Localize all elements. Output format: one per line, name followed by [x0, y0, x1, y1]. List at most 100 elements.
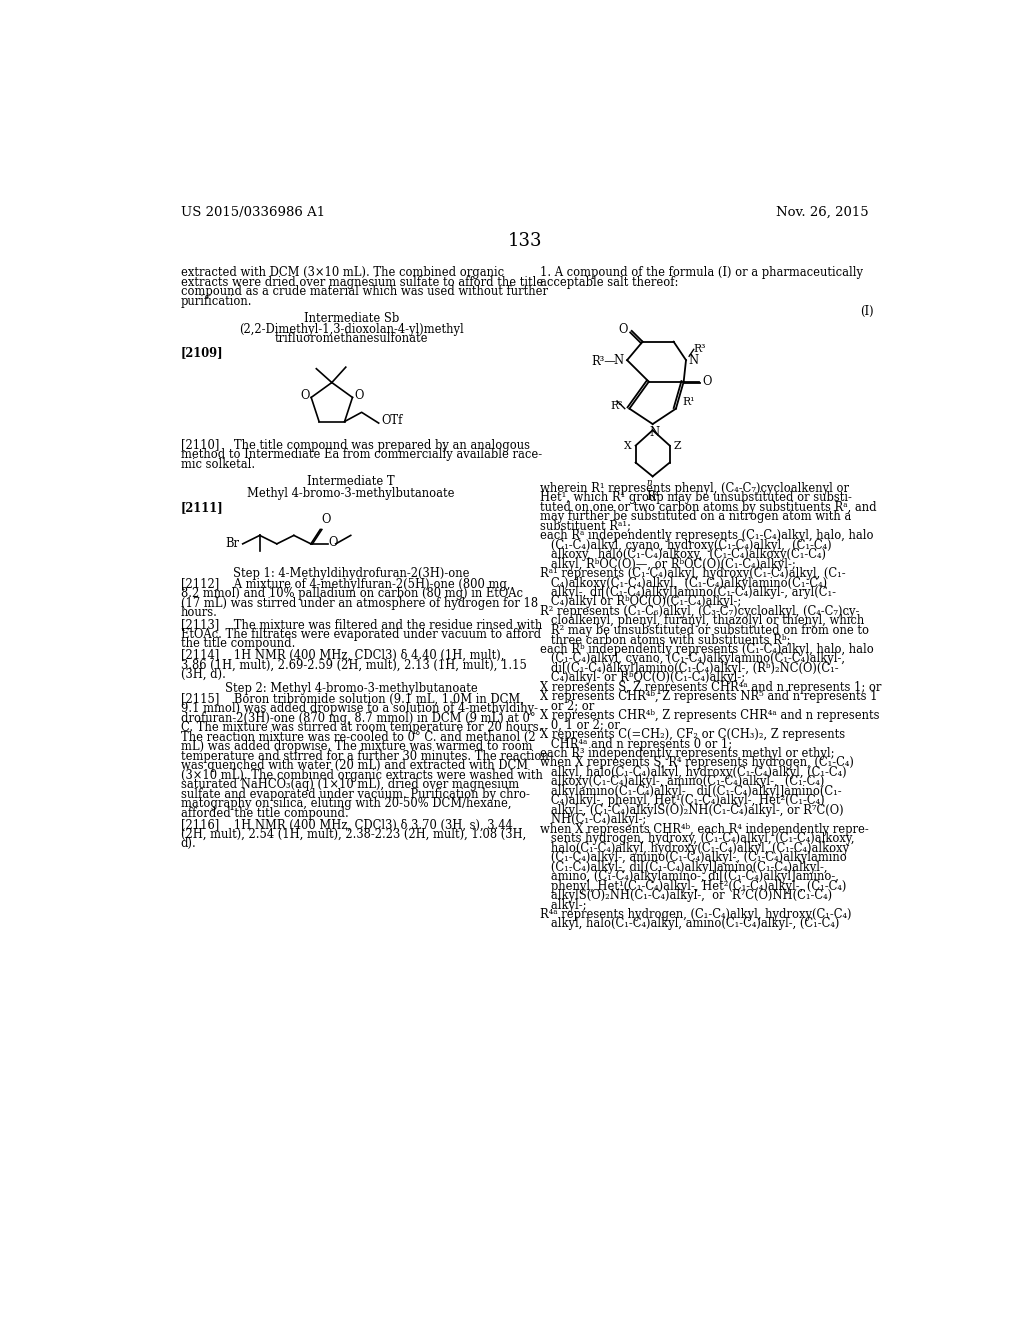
Text: (C₁-C₄)alkyl-, di[(C₁-C₄)alkyl]amino(C₁-C₄)alkyl-,: (C₁-C₄)alkyl-, di[(C₁-C₄)alkyl]amino(C₁-… [541, 861, 827, 874]
Text: each R³ independently represents methyl or ethyl;: each R³ independently represents methyl … [541, 747, 835, 760]
Text: when X represents CHR⁴ᵇ, each R⁴ independently repre-: when X represents CHR⁴ᵇ, each R⁴ indepen… [541, 822, 869, 836]
Text: The reaction mixture was re-cooled to 0° C. and methanol (2: The reaction mixture was re-cooled to 0°… [180, 731, 536, 743]
Text: US 2015/0336986 A1: US 2015/0336986 A1 [180, 206, 325, 219]
Text: 133: 133 [508, 231, 542, 249]
Text: sulfate and evaporated under vacuum. Purification by chro-: sulfate and evaporated under vacuum. Pur… [180, 788, 529, 801]
Text: each Rᵇ independently represents (C₁-C₄)alkyl, halo, halo: each Rᵇ independently represents (C₁-C₄)… [541, 643, 874, 656]
Text: three carbon atoms with substituents Rᵇ;: three carbon atoms with substituents Rᵇ; [541, 634, 791, 647]
Text: alkoxy,  halo(C₁-C₄)alkoxy,  (C₁-C₄)alkoxy(C₁-C₄): alkoxy, halo(C₁-C₄)alkoxy, (C₁-C₄)alkoxy… [541, 548, 826, 561]
Text: C₄)alkyl- or RᵇOC(O)(C₁-C₄)alkyl-;: C₄)alkyl- or RᵇOC(O)(C₁-C₄)alkyl-; [541, 671, 745, 684]
Text: trifluoromethanesulfonate: trifluoromethanesulfonate [274, 333, 428, 346]
Text: [2116]    1H NMR (400 MHz, CDCl3) δ 3.70 (3H, s), 3.44: [2116] 1H NMR (400 MHz, CDCl3) δ 3.70 (3… [180, 818, 512, 832]
Text: Het¹, which R¹ group may be unsubstituted or substi-: Het¹, which R¹ group may be unsubstitute… [541, 491, 852, 504]
Text: d).: d). [180, 837, 197, 850]
Text: 3.86 (1H, mult), 2.69-2.59 (2H, mult), 2.13 (1H, mult), 1.15: 3.86 (1H, mult), 2.69-2.59 (2H, mult), 2… [180, 659, 526, 672]
Text: n: n [646, 478, 651, 487]
Text: alkylS(O)₂NH(C₁-C₄)alkyl-,  or  R⁷C(O)NH(C₁-C₄): alkylS(O)₂NH(C₁-C₄)alkyl-, or R⁷C(O)NH(C… [541, 890, 833, 902]
Text: matography on silica, eluting with 20-50% DCM/hexane,: matography on silica, eluting with 20-50… [180, 797, 511, 810]
Text: (3H, d).: (3H, d). [180, 668, 225, 681]
Text: CHR⁴ᵃ and n represents 0 or 1;: CHR⁴ᵃ and n represents 0 or 1; [541, 738, 732, 751]
Text: when X represents S, R⁴ represents hydrogen, (C₁-C₄): when X represents S, R⁴ represents hydro… [541, 756, 854, 770]
Text: (C₁-C₄)alkyl, cyano, (C₁-C₄)alkylamino(C₁-C₄)alkyl-,: (C₁-C₄)alkyl, cyano, (C₁-C₄)alkylamino(C… [541, 652, 845, 665]
Text: alkoxy(C₁-C₄)alkyl-, amino(C₁-C₄)alkyl-,  (C₁-C₄): alkoxy(C₁-C₄)alkyl-, amino(C₁-C₄)alkyl-,… [541, 775, 824, 788]
Text: alkylamino(C₁-C₄)alkyl-,  di[(C₁-C₄)alkyl]amino(C₁-: alkylamino(C₁-C₄)alkyl-, di[(C₁-C₄)alkyl… [541, 785, 842, 797]
Text: alkyl, RᵇOC(O)—, or RᵇOC(O)(C₁-C₄)alkyl-;: alkyl, RᵇOC(O)—, or RᵇOC(O)(C₁-C₄)alkyl-… [541, 557, 796, 570]
Text: (C₁-C₄)alkyl, cyano, hydroxy(C₁-C₄)alkyl,  (C₁-C₄): (C₁-C₄)alkyl, cyano, hydroxy(C₁-C₄)alkyl… [541, 539, 831, 552]
Text: C₄)alkyl or RᵇOC(O)(C₁-C₄)alkyl-;: C₄)alkyl or RᵇOC(O)(C₁-C₄)alkyl-; [541, 595, 741, 609]
Text: Intermediate T: Intermediate T [307, 475, 395, 488]
Text: di[(C₁-C₄)alkyl]amino(C₁-C₄)alkyl-, (Rᵇ)₂NC(O)(C₁-: di[(C₁-C₄)alkyl]amino(C₁-C₄)alkyl-, (Rᵇ)… [541, 661, 839, 675]
Text: afforded the title compound.: afforded the title compound. [180, 807, 348, 820]
Text: O: O [354, 389, 364, 403]
Text: NH(C₁-C₄)alkyl-;: NH(C₁-C₄)alkyl-; [541, 813, 646, 826]
Text: extracted with DCM (3×10 mL). The combined organic: extracted with DCM (3×10 mL). The combin… [180, 267, 504, 280]
Text: N: N [649, 426, 659, 440]
Text: the title compound.: the title compound. [180, 638, 295, 651]
Text: Nov. 26, 2015: Nov. 26, 2015 [776, 206, 869, 219]
Text: each Rᵃ independently represents (C₁-C₄)alkyl, halo, halo: each Rᵃ independently represents (C₁-C₄)… [541, 529, 873, 543]
Text: R¹: R¹ [682, 397, 694, 408]
Text: R² may be unsubstituted or substituted on from one to: R² may be unsubstituted or substituted o… [541, 624, 869, 636]
Text: R³—: R³— [592, 355, 616, 368]
Text: (C₁-C₄)alkyl-, amino(C₁-C₄)alkyl-, (C₁-C₄)alkylamino: (C₁-C₄)alkyl-, amino(C₁-C₄)alkyl-, (C₁-C… [541, 851, 847, 865]
Text: N: N [688, 354, 698, 367]
Text: O: O [329, 536, 338, 549]
Text: EtOAc. The filtrates were evaporated under vacuum to afford: EtOAc. The filtrates were evaporated und… [180, 627, 541, 640]
Text: alkyl-, di[(C₁-C₄)alkyl]amino(C₁-C₄)alkyl-, aryl(C₁-: alkyl-, di[(C₁-C₄)alkyl]amino(C₁-C₄)alky… [541, 586, 837, 599]
Text: O: O [618, 323, 628, 335]
Text: temperature and stirred for a further 30 minutes. The reaction: temperature and stirred for a further 30… [180, 750, 549, 763]
Text: acceptable salt thereof:: acceptable salt thereof: [541, 276, 679, 289]
Text: extracts were dried over magnesium sulfate to afford the title: extracts were dried over magnesium sulfa… [180, 276, 543, 289]
Text: X represents C(=CH₂), CF₂ or C(CH₃)₂, Z represents: X represents C(=CH₂), CF₂ or C(CH₃)₂, Z … [541, 729, 846, 741]
Text: Step 1: 4-Methyldihydrofuran-2(3H)-one: Step 1: 4-Methyldihydrofuran-2(3H)-one [232, 568, 469, 579]
Text: (I): (I) [860, 305, 873, 318]
Text: saturated NaHCO₃(aq) (1×10 mL), dried over magnesium: saturated NaHCO₃(aq) (1×10 mL), dried ov… [180, 779, 519, 791]
Text: Z: Z [674, 441, 681, 450]
Text: (17 mL) was stirred under an atmosphere of hydrogen for 18: (17 mL) was stirred under an atmosphere … [180, 597, 538, 610]
Text: X represents CHR⁴ᵇ, Z represents CHR⁴ᵃ and n represents: X represents CHR⁴ᵇ, Z represents CHR⁴ᵃ a… [541, 709, 880, 722]
Text: [2112]    A mixture of 4-methylfuran-2(5H)-one (800 mg,: [2112] A mixture of 4-methylfuran-2(5H)-… [180, 578, 510, 591]
Text: mic solketal.: mic solketal. [180, 458, 255, 471]
Text: cloalkenyl, phenyl, furanyl, thiazolyl or thienyl, which: cloalkenyl, phenyl, furanyl, thiazolyl o… [541, 614, 864, 627]
Text: alkyl-;: alkyl-; [541, 899, 587, 912]
Text: R² represents (C₁-C₆)alkyl, (C₃-C₇)cycloalkyl, (C₄-C₇)cy-: R² represents (C₁-C₆)alkyl, (C₃-C₇)cyclo… [541, 605, 860, 618]
Text: O: O [322, 513, 331, 527]
Text: substituent Rᵃ¹;: substituent Rᵃ¹; [541, 520, 631, 533]
Text: 1. A compound of the formula (I) or a pharmaceutically: 1. A compound of the formula (I) or a ph… [541, 267, 863, 280]
Text: halo(C₁-C₄)alkyl, hydroxy(C₁-C₄)alkyl, (C₁-C₄)alkoxy: halo(C₁-C₄)alkyl, hydroxy(C₁-C₄)alkyl, (… [541, 842, 850, 854]
Text: drofuran-2(3H)-one (870 mg, 8.7 mmol) in DCM (9 mL) at 0°: drofuran-2(3H)-one (870 mg, 8.7 mmol) in… [180, 711, 536, 725]
Text: [2113]    The mixture was filtered and the residue rinsed with: [2113] The mixture was filtered and the … [180, 618, 542, 631]
Text: Step 2: Methyl 4-bromo-3-methylbutanoate: Step 2: Methyl 4-bromo-3-methylbutanoate [225, 682, 477, 694]
Text: (3×10 mL). The combined organic extracts were washed with: (3×10 mL). The combined organic extracts… [180, 768, 543, 781]
Text: Methyl 4-bromo-3-methylbutanoate: Methyl 4-bromo-3-methylbutanoate [248, 487, 455, 500]
Text: O: O [300, 389, 309, 403]
Text: C. The mixture was stirred at room temperature for 20 hours.: C. The mixture was stirred at room tempe… [180, 721, 542, 734]
Text: or 2; or: or 2; or [541, 700, 595, 713]
Text: X represents S, Z represents CHR⁴ᵃ and n represents 1; or: X represents S, Z represents CHR⁴ᵃ and n… [541, 681, 882, 694]
Text: Intermediate Sb: Intermediate Sb [303, 312, 398, 325]
Text: [2111]: [2111] [180, 502, 223, 515]
Text: hours.: hours. [180, 606, 217, 619]
Text: OTf: OTf [381, 414, 402, 428]
Text: Br: Br [225, 537, 239, 550]
Text: R⁴ᵃ represents hydrogen, (C₁-C₄)alkyl, hydroxy(C₁-C₄): R⁴ᵃ represents hydrogen, (C₁-C₄)alkyl, h… [541, 908, 852, 921]
Text: alkyl, halo(C₁-C₄)alkyl, amino(C₁-C₄)alkyl-, (C₁-C₄): alkyl, halo(C₁-C₄)alkyl, amino(C₁-C₄)alk… [541, 917, 840, 931]
Text: may further be substituted on a nitrogen atom with a: may further be substituted on a nitrogen… [541, 511, 852, 523]
Text: amino, (C₁-C₄)alkylamino-, di[(C₁-C₄)alkyl]amino-,: amino, (C₁-C₄)alkylamino-, di[(C₁-C₄)alk… [541, 870, 840, 883]
Text: tuted on one or two carbon atoms by substituents Rᵃ, and: tuted on one or two carbon atoms by subs… [541, 500, 877, 513]
Text: phenyl, Het¹(C₁-C₄)alkyl-, Het²(C₁-C₄)alkyl-, (C₁-C₄): phenyl, Het¹(C₁-C₄)alkyl-, Het²(C₁-C₄)al… [541, 879, 847, 892]
Text: X: X [624, 441, 632, 450]
Text: alkyl, halo(C₁-C₄)alkyl, hydroxy(C₁-C₄)alkyl, (C₁-C₄): alkyl, halo(C₁-C₄)alkyl, hydroxy(C₁-C₄)a… [541, 766, 847, 779]
Text: sents hydrogen, hydroxy, (C₁-C₄)alkyl, (C₁-C₄)alkoxy,: sents hydrogen, hydroxy, (C₁-C₄)alkyl, (… [541, 832, 855, 845]
Text: 8.2 mmol) and 10% palladium on carbon (80 mg) in EtOAc: 8.2 mmol) and 10% palladium on carbon (8… [180, 587, 522, 601]
Text: R⁴: R⁴ [646, 490, 659, 503]
Text: (2,2-Dimethyl-1,3-dioxolan-4-yl)methyl: (2,2-Dimethyl-1,3-dioxolan-4-yl)methyl [239, 323, 464, 335]
Text: [2109]: [2109] [180, 346, 223, 359]
Text: purification.: purification. [180, 294, 252, 308]
Text: method to Intermediate Ea from commercially available race-: method to Intermediate Ea from commercia… [180, 449, 542, 461]
Text: X represents CHR⁴ᵇ, Z represents NR⁵ and n represents 1: X represents CHR⁴ᵇ, Z represents NR⁵ and… [541, 690, 878, 704]
Text: R²: R² [610, 400, 624, 411]
Text: was quenched with water (20 mL) and extracted with DCM: was quenched with water (20 mL) and extr… [180, 759, 527, 772]
Text: (2H, mult), 2.54 (1H, mult), 2.38-2.23 (2H, mult), 1.08 (3H,: (2H, mult), 2.54 (1H, mult), 2.38-2.23 (… [180, 828, 526, 841]
Text: alkyl-, (C₁-C₄)alkylS(O)₂NH(C₁-C₄)alkyl-, or R⁷C(O): alkyl-, (C₁-C₄)alkylS(O)₂NH(C₁-C₄)alkyl-… [541, 804, 844, 817]
